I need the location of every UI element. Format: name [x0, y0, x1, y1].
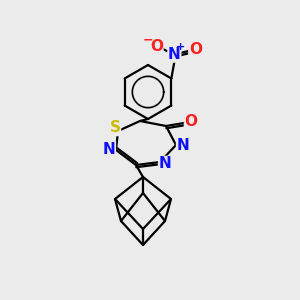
Text: N: N [177, 137, 189, 152]
Text: N: N [103, 142, 116, 157]
Text: N: N [159, 157, 171, 172]
Text: O: O [184, 115, 197, 130]
Text: N: N [168, 47, 181, 62]
Text: −: − [143, 33, 154, 46]
Text: O: O [189, 42, 202, 57]
Text: O: O [150, 39, 163, 54]
Text: S: S [110, 121, 121, 136]
Text: +: + [176, 41, 185, 52]
